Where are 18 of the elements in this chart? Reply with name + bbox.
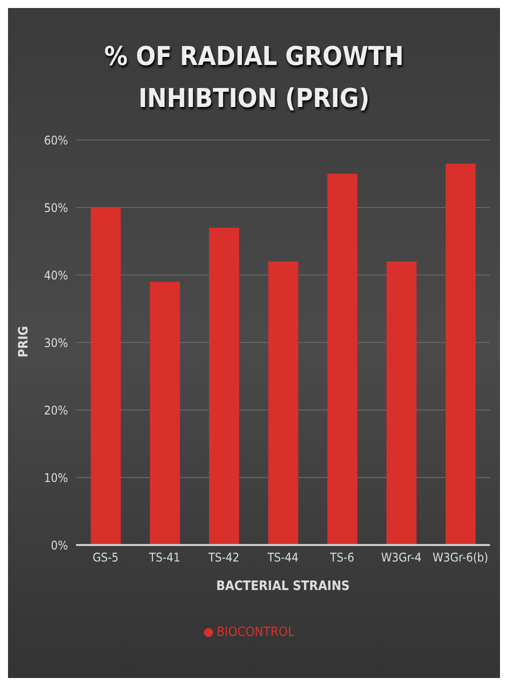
y-tick-label: 40% <box>44 268 68 282</box>
y-tick-label: 50% <box>44 200 68 215</box>
x-tick-label: TS-44 <box>266 550 299 565</box>
x-tick-label: TS-6 <box>329 550 354 565</box>
x-tick-label: W3Gr-4 <box>381 550 422 565</box>
x-tick-label: TS-41 <box>148 550 180 565</box>
y-tick-label: 30% <box>44 336 68 350</box>
y-tick-label: 20% <box>44 403 68 418</box>
chart-title: % OF RADIAL GROWTH INHIBTION (PRIG) <box>103 41 405 116</box>
y-tick-label: 0% <box>50 538 68 552</box>
y-tick-label: 60% <box>44 133 68 148</box>
x-tick-label: TS-42 <box>207 550 240 565</box>
x-tick-label: W3Gr-6(b) <box>432 550 488 565</box>
x-tick-label: GS-5 <box>92 550 119 565</box>
y-tick-label: 10% <box>44 470 68 485</box>
y-axis-title: PRIG <box>16 326 32 358</box>
x-axis-title: BACTERIAL STRAINS <box>216 579 350 594</box>
legend-label: BIOCONTROL <box>216 625 294 640</box>
